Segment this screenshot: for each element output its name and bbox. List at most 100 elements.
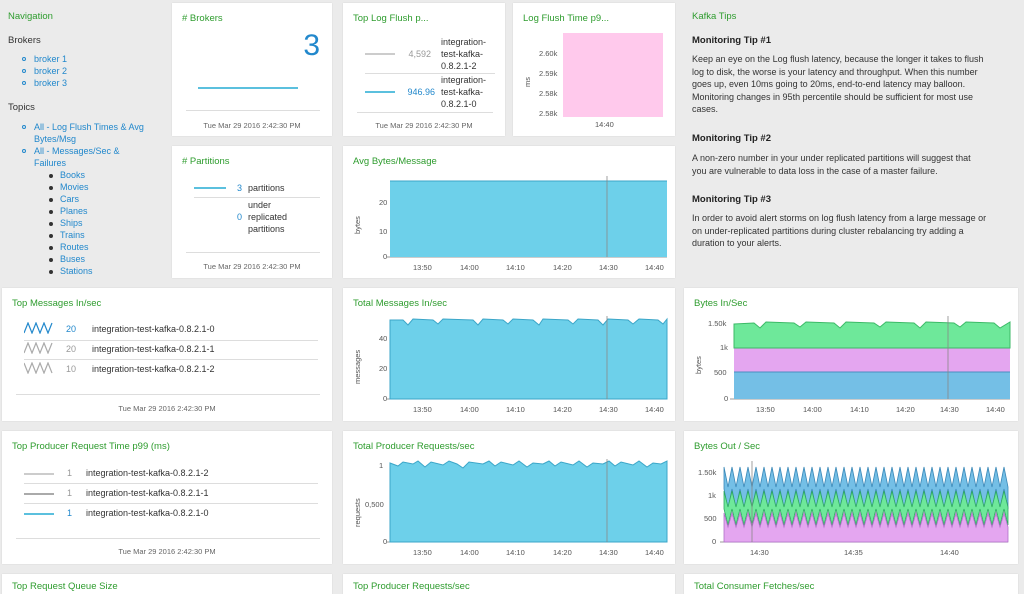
x-tick-label: 14:20 <box>896 405 915 414</box>
nav-link-all-messages[interactable]: All - Messages/Sec & <box>34 146 120 156</box>
broker-name: integration-test-kafka-0.8.2.1-0 <box>86 508 209 518</box>
panel-title: Total Consumer Fetches/sec <box>694 581 815 592</box>
x-tick-label: 13:50 <box>756 405 775 414</box>
avg-bytes-panel: Avg Bytes/Message bytes 20 10 0 13:50 14… <box>343 146 675 278</box>
bullet-icon <box>49 186 53 190</box>
kafka-tips-panel: Kafka Tips Monitoring Tip #1 Keep an eye… <box>684 0 1024 285</box>
bullet-icon <box>49 270 53 274</box>
x-tick-label: 14:40 <box>595 120 614 129</box>
messages-value: 10 <box>65 364 76 374</box>
divider <box>365 73 495 74</box>
nav-link-topic-planes[interactable]: Planes <box>60 206 88 216</box>
divider <box>24 359 318 360</box>
nav-link-broker-2[interactable]: broker 2 <box>34 66 68 76</box>
panel-title: Top Log Flush p... <box>353 13 429 24</box>
broker-name: integration-test-kafka-0.8.2.1-1 <box>86 488 209 498</box>
x-tick-label: 14:30 <box>599 405 618 414</box>
divider <box>24 483 318 484</box>
bullet-icon <box>49 210 53 214</box>
tip-text: In order to avoid alert storms on log fl… <box>692 213 987 248</box>
nav-link-all-log-flush[interactable]: All - Log Flush Times & Avg <box>34 122 144 132</box>
producer-request-time-panel: Top Producer Request Time p99 (ms) 1 int… <box>2 431 332 564</box>
timestamp: Tue Mar 29 2016 2:42:30 PM <box>375 121 473 130</box>
x-tick-label: 14:00 <box>460 548 479 557</box>
partition-label: under <box>248 200 272 210</box>
total-producer-panel: Total Producer Requests/sec requests 1 0… <box>343 431 675 564</box>
nav-link-topic-movies[interactable]: Movies <box>60 182 89 192</box>
partition-count: 3 <box>236 183 242 193</box>
bullet-icon <box>49 222 53 226</box>
tip-text: Keep an eye on the Log flush latency, be… <box>692 54 984 114</box>
x-tick-label: 14:40 <box>940 548 959 557</box>
y-tick-label: 2.58k <box>539 109 558 118</box>
nav-link-all-messages-cont[interactable]: Failures <box>34 158 67 168</box>
nav-link-topic-books[interactable]: Books <box>60 170 86 180</box>
broker-name: integration-test-kafka-0.8.2.1-0 <box>92 324 215 334</box>
y-tick-label: 0 <box>712 537 717 546</box>
flush-value: 946.96 <box>407 87 435 97</box>
y-tick-label: 10 <box>379 227 388 236</box>
x-tick-label: 13:50 <box>413 263 432 272</box>
legend-line <box>365 91 395 93</box>
divider <box>24 503 318 504</box>
x-tick-label: 14:20 <box>553 263 572 272</box>
panel-title: Bytes In/Sec <box>694 298 748 309</box>
y-tick-label: 1.50k <box>698 468 717 477</box>
x-tick-label: 14:40 <box>645 263 664 272</box>
bytes-in-panel: Bytes In/Sec bytes 1.50k 1k 500 0 13:50 … <box>684 288 1018 421</box>
y-tick-label: 20 <box>379 364 388 373</box>
nav-link-topic-ships[interactable]: Ships <box>60 218 83 228</box>
sparkline-icon <box>24 342 53 354</box>
x-tick-label: 14:30 <box>940 405 959 414</box>
tip-text: A non-zero number in your under replicat… <box>692 153 971 176</box>
broker-name: integration-test-kafka-0.8.2.1-2 <box>86 468 209 478</box>
nav-link-broker-1[interactable]: broker 1 <box>34 54 68 64</box>
flush-broker-name: integration- <box>441 37 487 47</box>
y-tick-label: 2.60k <box>539 49 558 58</box>
bullet-icon <box>49 198 53 202</box>
panel-title: Bytes Out / Sec <box>694 441 760 452</box>
timestamp: Tue Mar 29 2016 2:42:30 PM <box>118 404 216 413</box>
avg-bytes-chart <box>387 176 667 258</box>
nav-link-topic-buses[interactable]: Buses <box>60 254 86 264</box>
nav-link-all-log-flush-cont[interactable]: Bytes/Msg <box>34 134 77 144</box>
bullet-icon <box>49 246 53 250</box>
request-time-value: 1 <box>66 508 72 518</box>
messages-value: 20 <box>65 324 76 334</box>
request-time-value: 1 <box>66 468 72 478</box>
divider <box>16 538 320 539</box>
divider <box>186 110 320 111</box>
nav-link-broker-3[interactable]: broker 3 <box>34 78 68 88</box>
bullet-icon <box>22 69 26 73</box>
flush-broker-name: 0.8.2.1-2 <box>441 61 477 71</box>
y-tick-label: 500 <box>704 514 717 523</box>
flush-broker-name: test-kafka- <box>441 49 484 59</box>
under-replicated-count: 0 <box>236 212 242 222</box>
partition-label: partitions <box>248 224 285 234</box>
x-tick-label: 13:50 <box>413 548 432 557</box>
x-tick-label: 13:50 <box>413 405 432 414</box>
sparkline-icon <box>24 322 53 334</box>
y-axis-label: ms <box>523 77 532 87</box>
y-tick-label: 0 <box>383 394 388 403</box>
tip-heading: Monitoring Tip #1 <box>692 35 771 46</box>
request-time-value: 1 <box>66 488 72 498</box>
nav-link-topic-routes[interactable]: Routes <box>60 242 89 252</box>
nav-link-topic-trains[interactable]: Trains <box>60 230 85 240</box>
bullet-icon <box>49 174 53 178</box>
y-tick-label: 40 <box>379 334 388 343</box>
nav-link-topic-stations[interactable]: Stations <box>60 266 93 276</box>
brokers-panel: # Brokers 3 Tue Mar 29 2016 2:42:30 PM <box>172 3 332 136</box>
flush-broker-name: test-kafka- <box>441 87 484 97</box>
partitions-panel: # Partitions 3 partitions 0 under replic… <box>172 146 332 278</box>
top-producer-requests-panel: Top Producer Requests/sec <box>343 574 675 594</box>
flush-area <box>563 33 663 117</box>
panel-title: # Brokers <box>182 13 223 24</box>
flush-value: 4,592 <box>408 49 431 59</box>
x-tick-label: 14:00 <box>460 405 479 414</box>
divider <box>357 112 493 113</box>
navigation-title: Navigation <box>8 11 53 22</box>
bullet-icon <box>22 149 26 153</box>
flush-broker-name: 0.8.2.1-0 <box>441 99 477 109</box>
nav-link-topic-cars[interactable]: Cars <box>60 194 80 204</box>
